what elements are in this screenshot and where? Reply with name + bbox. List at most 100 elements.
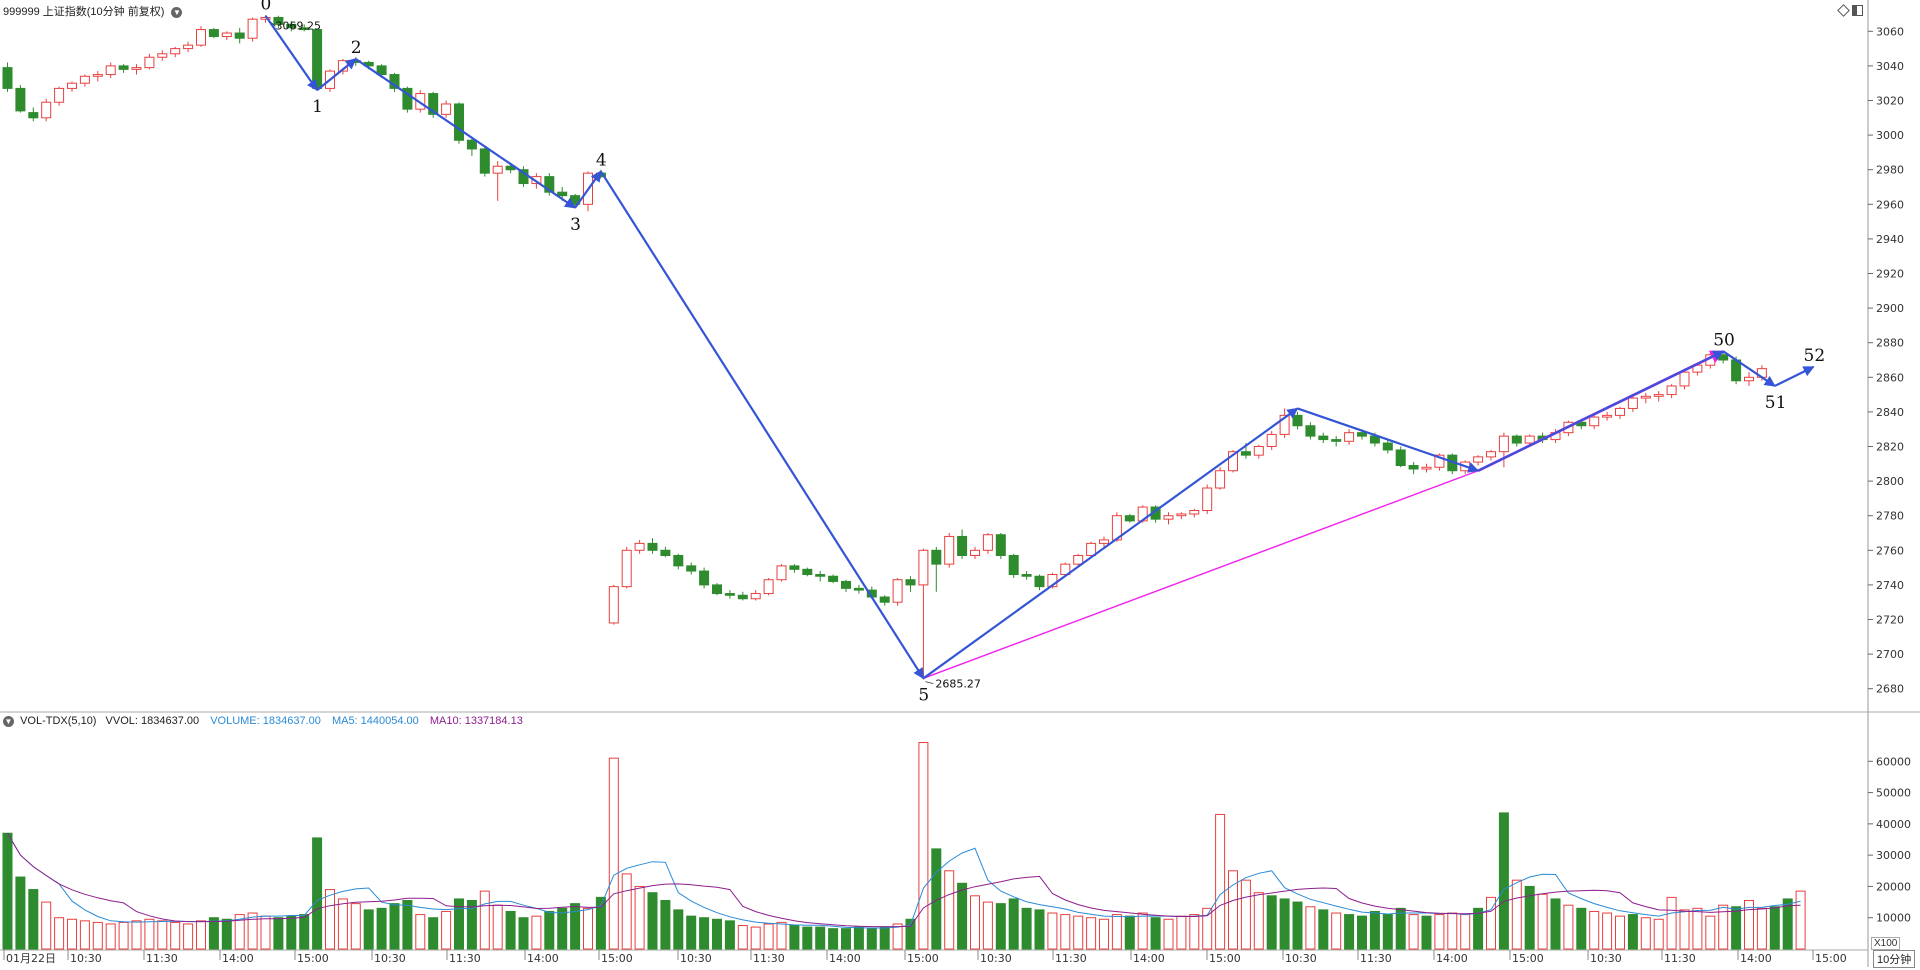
volume-unit-label: X100 xyxy=(1871,937,1901,950)
volume-bar xyxy=(1602,912,1613,950)
volume-bar xyxy=(1692,907,1703,950)
candle-body xyxy=(1124,515,1135,522)
candle-body xyxy=(815,574,826,577)
time-tick-label: 11:30 xyxy=(1360,952,1392,965)
volume-tick-label: 20000 xyxy=(1876,880,1911,893)
candle-body xyxy=(789,565,800,570)
time-tick-label: 14:00 xyxy=(1740,952,1772,965)
price-tick-label: 2980 xyxy=(1876,164,1904,177)
candle-body xyxy=(41,101,52,119)
time-tick-label: 10:30 xyxy=(980,952,1012,965)
candle-body xyxy=(1073,554,1084,565)
price-tick-label: 3020 xyxy=(1876,95,1904,108)
candle-body xyxy=(1395,449,1406,467)
candle-body xyxy=(647,542,658,551)
volume-bar xyxy=(1731,906,1742,950)
candle-body xyxy=(118,65,129,70)
volume-bar xyxy=(828,928,839,950)
candle-body xyxy=(1163,515,1174,520)
window-icon[interactable] xyxy=(1852,5,1863,16)
volume-bar xyxy=(1473,907,1484,950)
volume-bar xyxy=(28,889,39,950)
volume-bar xyxy=(634,885,645,950)
volume-bar xyxy=(441,910,452,950)
volume-bar xyxy=(1756,907,1767,950)
volume-bar xyxy=(1666,896,1677,950)
volume-bar xyxy=(621,873,632,950)
volume-bar xyxy=(1563,904,1574,950)
time-tick-label: 10:30 xyxy=(680,952,712,965)
volume-bar xyxy=(118,921,129,950)
dropdown-chevron-icon[interactable]: ▼ xyxy=(171,6,183,18)
candle-body xyxy=(196,29,206,46)
candle-body xyxy=(1228,451,1238,472)
candle-body xyxy=(982,534,993,551)
volume-bar xyxy=(1163,918,1174,950)
volume-bar xyxy=(260,915,271,950)
candle-body xyxy=(144,56,155,69)
volume-bar xyxy=(1008,898,1019,950)
volume-indicator-name: VOL-TDX(5,10) xyxy=(20,715,97,727)
price-tick-label: 2820 xyxy=(1876,441,1904,454)
volume-bar xyxy=(402,900,413,950)
volume-bar xyxy=(299,914,310,950)
volume-bar xyxy=(1395,907,1406,950)
volume-bar xyxy=(1305,906,1316,950)
candle-body xyxy=(1615,407,1625,416)
time-tick-label: 11:30 xyxy=(1664,952,1696,965)
volume-bar xyxy=(789,925,800,950)
candle-body xyxy=(1292,414,1303,427)
volume-bar xyxy=(1189,914,1200,950)
price-tick-label: 2800 xyxy=(1876,475,1904,488)
wave-label-4: 4 xyxy=(596,150,607,170)
dropdown-chevron-icon-volume[interactable]: ▼ xyxy=(3,715,14,727)
volume-bar xyxy=(1253,892,1264,950)
candle-body xyxy=(557,191,568,197)
candle-body xyxy=(15,87,26,112)
volume-bar xyxy=(454,898,464,950)
volume-bar xyxy=(750,926,761,950)
volume-bar xyxy=(92,921,103,950)
candle-body xyxy=(1086,542,1097,556)
price-tick-label: 2900 xyxy=(1876,302,1904,315)
volume-bar xyxy=(918,742,929,950)
candle-body xyxy=(1331,439,1342,442)
candle-body xyxy=(1653,394,1664,397)
volume-bar xyxy=(1615,915,1625,950)
wave-line xyxy=(316,58,357,91)
candle-body xyxy=(1498,435,1509,453)
volume-bar xyxy=(1511,879,1522,950)
volume-bar xyxy=(1679,909,1690,950)
candle-body xyxy=(1744,376,1754,382)
volume-bar xyxy=(957,882,968,950)
price-tick-label: 2700 xyxy=(1876,648,1904,661)
volume-bar xyxy=(1202,907,1213,950)
volume-bar xyxy=(815,926,826,950)
volume-bar xyxy=(350,903,361,950)
candle-body xyxy=(54,87,65,103)
volume-bar xyxy=(1137,912,1148,950)
candle-body xyxy=(608,586,619,624)
volume-bar xyxy=(518,917,529,950)
candle-body xyxy=(905,579,916,586)
period-label[interactable]: 10分钟 xyxy=(1873,950,1916,968)
candle-body xyxy=(454,103,464,141)
volume-bar xyxy=(466,900,477,950)
volume-bar xyxy=(1640,917,1651,950)
candle-body xyxy=(853,587,864,591)
volume-tick-label: 60000 xyxy=(1876,755,1911,768)
volume-bar xyxy=(286,915,297,950)
candle-body xyxy=(402,87,413,110)
candle-body xyxy=(183,44,194,50)
wave-line xyxy=(923,408,1298,679)
volume-bar xyxy=(1627,914,1638,950)
time-tick-label: 10:30 xyxy=(374,952,406,965)
volume-bar xyxy=(1176,915,1187,950)
wave-line xyxy=(574,170,602,209)
candle-body xyxy=(208,29,219,37)
candle-body xyxy=(299,27,310,31)
candle-body xyxy=(544,176,555,193)
volume-bar xyxy=(1537,893,1548,950)
volume-tick-label: 50000 xyxy=(1876,787,1911,800)
volume-bar xyxy=(1486,896,1496,950)
